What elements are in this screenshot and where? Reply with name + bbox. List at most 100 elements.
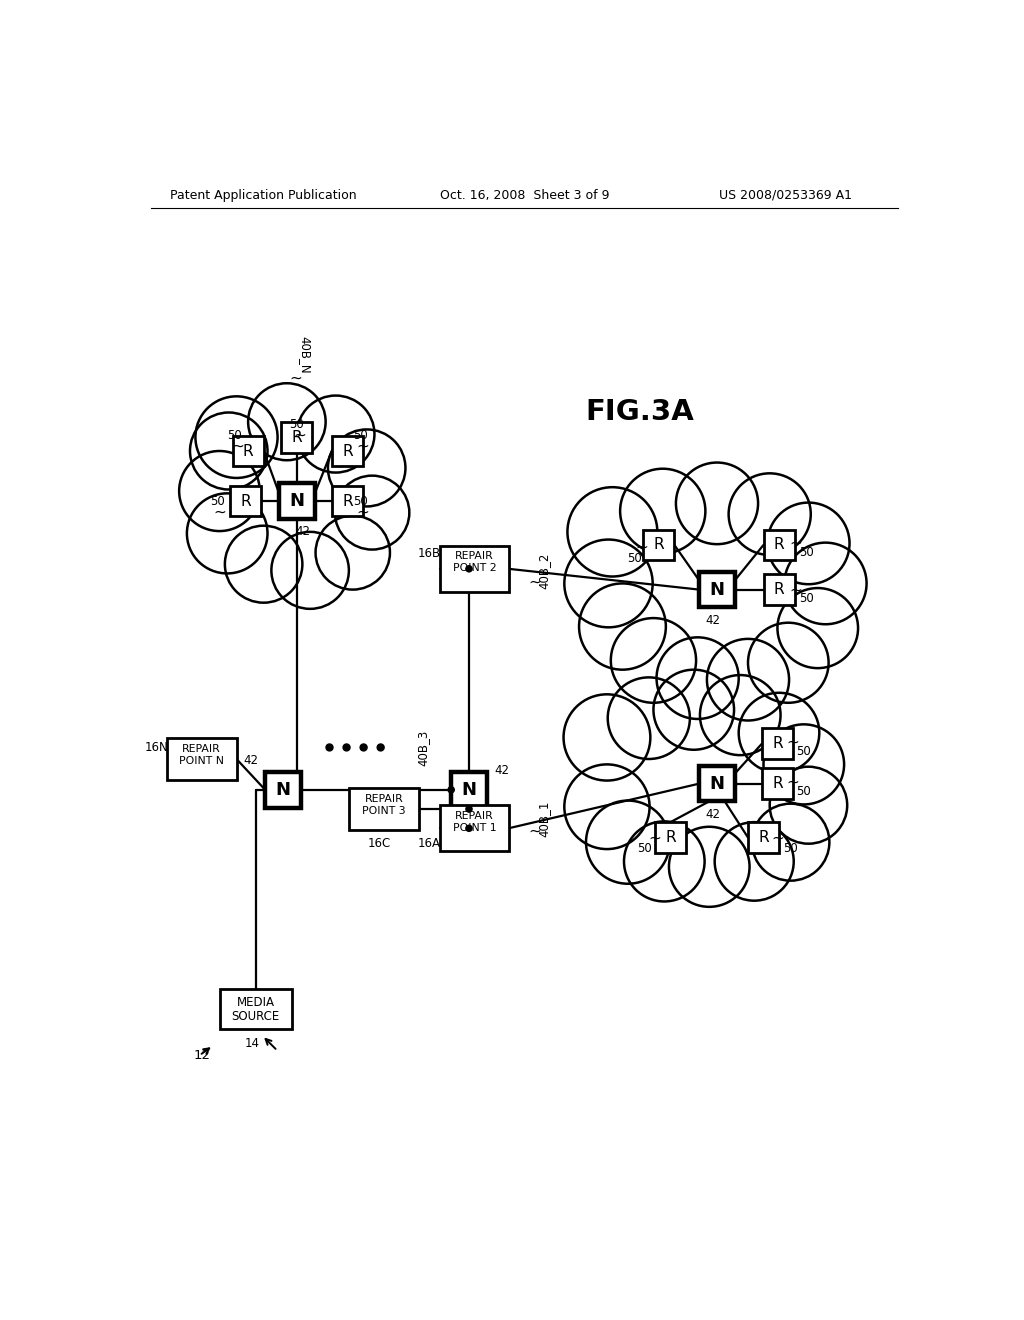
Circle shape <box>179 451 260 531</box>
Text: ~: ~ <box>213 504 226 519</box>
Circle shape <box>225 525 302 603</box>
Bar <box>332 436 362 466</box>
Text: FIG.3A: FIG.3A <box>585 399 694 426</box>
Text: ~: ~ <box>636 540 648 554</box>
Text: R: R <box>243 444 253 458</box>
Circle shape <box>767 503 850 585</box>
Circle shape <box>784 543 866 624</box>
Text: POINT 3: POINT 3 <box>361 807 406 816</box>
Circle shape <box>621 469 706 553</box>
Circle shape <box>656 638 738 719</box>
Bar <box>282 422 312 453</box>
Text: ~: ~ <box>790 536 803 550</box>
Text: 12: 12 <box>194 1049 210 1063</box>
Bar <box>230 486 261 516</box>
Text: POINT N: POINT N <box>179 756 224 767</box>
Bar <box>699 766 735 801</box>
Text: 42: 42 <box>706 614 721 627</box>
Bar <box>332 486 362 516</box>
Circle shape <box>196 396 278 478</box>
Circle shape <box>607 677 690 759</box>
Text: POINT 2: POINT 2 <box>453 564 497 573</box>
Text: 50: 50 <box>290 417 304 430</box>
Text: 16A: 16A <box>418 837 441 850</box>
Circle shape <box>669 826 750 907</box>
Circle shape <box>586 800 670 884</box>
Bar <box>699 572 735 607</box>
Text: ~: ~ <box>289 371 302 385</box>
Bar <box>655 822 686 853</box>
Text: 40B_3: 40B_3 <box>416 730 429 766</box>
Text: R: R <box>653 537 665 553</box>
Text: 42: 42 <box>296 525 310 539</box>
Text: 42: 42 <box>494 764 509 777</box>
Text: REPAIR: REPAIR <box>365 795 403 804</box>
Text: 40B_1: 40B_1 <box>538 801 551 837</box>
Text: N: N <box>710 581 725 598</box>
Text: R: R <box>772 737 782 751</box>
Bar <box>748 822 779 853</box>
Circle shape <box>466 807 472 812</box>
Text: 50: 50 <box>799 593 813 606</box>
Circle shape <box>579 583 666 669</box>
Text: R: R <box>241 494 251 508</box>
Text: R: R <box>666 830 676 845</box>
Text: R: R <box>342 494 352 508</box>
Text: REPAIR: REPAIR <box>182 744 221 754</box>
Text: ~: ~ <box>648 830 662 846</box>
Text: REPAIR: REPAIR <box>455 810 494 821</box>
Text: 50: 50 <box>797 785 811 797</box>
Text: 16B: 16B <box>418 546 441 560</box>
Circle shape <box>466 566 472 572</box>
Text: R: R <box>774 582 784 597</box>
Circle shape <box>707 639 790 721</box>
Circle shape <box>563 694 650 780</box>
Text: R: R <box>292 429 302 445</box>
Circle shape <box>700 675 780 755</box>
Circle shape <box>770 767 847 843</box>
Text: 50: 50 <box>637 842 651 855</box>
Circle shape <box>248 383 326 461</box>
Text: ~: ~ <box>786 734 800 750</box>
Text: 50: 50 <box>799 546 813 560</box>
Text: Patent Application Publication: Patent Application Publication <box>170 189 357 202</box>
Circle shape <box>271 532 349 609</box>
Text: 50: 50 <box>227 429 243 442</box>
Text: ~: ~ <box>356 504 370 519</box>
Text: ~: ~ <box>230 438 244 454</box>
Circle shape <box>377 744 384 751</box>
Bar <box>440 545 509 591</box>
Circle shape <box>326 744 333 751</box>
Circle shape <box>729 474 811 554</box>
Text: R: R <box>772 776 782 791</box>
Text: 50: 50 <box>353 495 368 508</box>
Circle shape <box>343 744 350 751</box>
Circle shape <box>653 669 734 750</box>
Bar <box>762 729 793 759</box>
Circle shape <box>360 744 367 751</box>
Circle shape <box>328 429 406 507</box>
Circle shape <box>564 764 649 849</box>
Bar <box>452 772 486 808</box>
Circle shape <box>611 618 696 702</box>
Bar <box>349 788 419 830</box>
Text: SOURCE: SOURCE <box>231 1010 280 1023</box>
Text: ~: ~ <box>356 438 370 454</box>
Bar <box>280 483 314 519</box>
Bar <box>764 574 795 605</box>
Text: 14: 14 <box>245 1038 259 1051</box>
Circle shape <box>676 462 758 544</box>
Text: 50: 50 <box>210 495 224 508</box>
Text: ~: ~ <box>528 824 542 838</box>
Circle shape <box>466 825 472 832</box>
Text: 50: 50 <box>783 842 798 855</box>
Text: R: R <box>774 537 784 553</box>
Text: R: R <box>758 830 769 845</box>
Text: N: N <box>462 781 476 799</box>
Text: ~: ~ <box>293 428 305 442</box>
Text: 16N: 16N <box>144 741 169 754</box>
Circle shape <box>335 475 410 549</box>
Bar <box>764 529 795 561</box>
Circle shape <box>777 589 858 668</box>
Bar <box>167 738 237 780</box>
